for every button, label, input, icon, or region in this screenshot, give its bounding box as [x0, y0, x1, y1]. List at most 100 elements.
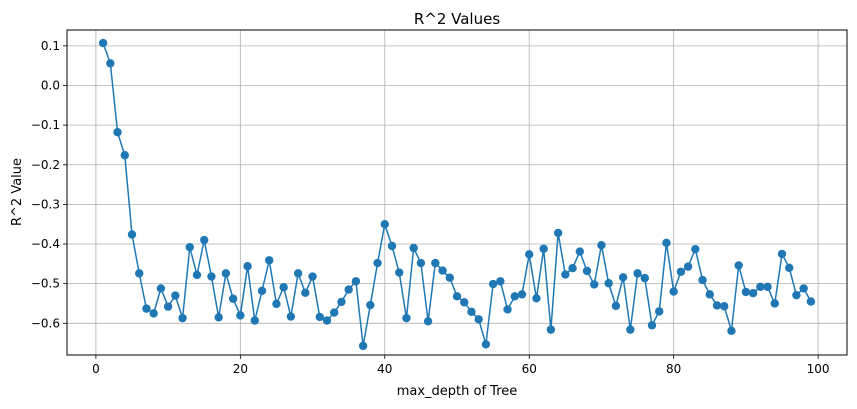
data-point — [633, 269, 642, 278]
data-point — [683, 262, 693, 271]
y-tick-label: −0.2 — [31, 158, 60, 172]
data-point — [337, 297, 346, 307]
data-point — [546, 325, 556, 334]
data-point — [330, 308, 339, 317]
data-point — [301, 288, 310, 297]
data-point — [308, 272, 317, 281]
data-point — [517, 290, 527, 299]
y-tick-label: −0.4 — [31, 237, 60, 251]
data-point — [344, 285, 353, 294]
data-point — [806, 297, 816, 306]
data-point — [120, 151, 129, 160]
data-point — [691, 244, 700, 254]
data-point — [568, 264, 577, 273]
data-point — [373, 258, 382, 268]
data-point — [113, 128, 122, 137]
data-point — [785, 263, 794, 272]
x-tick-label: 100 — [807, 362, 830, 376]
data-point — [409, 243, 418, 253]
data-point — [756, 282, 765, 292]
data-point — [293, 269, 303, 278]
data-point — [106, 59, 115, 68]
x-tick-label: 20 — [233, 362, 248, 376]
data-point — [553, 228, 563, 238]
data-point — [272, 299, 281, 309]
data-point — [799, 284, 808, 293]
y-tick-label: −0.6 — [31, 316, 60, 330]
data-point — [315, 312, 324, 322]
data-point — [438, 266, 447, 275]
data-point — [618, 273, 628, 282]
data-point — [496, 277, 505, 286]
data-point — [185, 243, 194, 252]
x-axis-label: max_depth of Tree — [397, 384, 518, 399]
data-point — [481, 340, 491, 349]
axis-ticks: 0 20 40 60 80 100 0.1 0.0 −0.1 −0.2 −0.3 −0.4 −0.5 −0… — [31, 39, 830, 376]
data-point — [200, 235, 209, 245]
data-point — [416, 258, 426, 268]
data-point — [669, 287, 678, 296]
data-point — [734, 261, 743, 270]
data-point — [395, 268, 404, 277]
data-point — [452, 292, 462, 301]
data-point — [510, 292, 519, 301]
data-point — [640, 273, 649, 283]
data-point — [178, 313, 187, 323]
data-point — [221, 269, 231, 278]
data-point — [127, 230, 137, 239]
data-point — [171, 291, 180, 300]
data-point — [431, 258, 440, 268]
data-point — [532, 294, 541, 303]
chart-title: R^2 Values — [414, 10, 500, 28]
data-point — [474, 315, 483, 324]
y-tick-label: 0.0 — [41, 78, 60, 92]
data-point — [467, 307, 476, 316]
series-line-r2 — [98, 38, 816, 351]
data-point — [626, 325, 635, 334]
data-point — [423, 317, 433, 326]
data-point — [380, 220, 389, 229]
data-point — [647, 321, 657, 330]
data-point — [257, 286, 267, 295]
data-point — [236, 311, 245, 320]
data-point — [525, 250, 534, 259]
x-tick-label: 80 — [666, 362, 681, 376]
data-point — [582, 266, 592, 276]
data-point — [142, 304, 151, 313]
data-point — [655, 307, 664, 316]
data-point — [228, 294, 238, 303]
data-point — [286, 312, 296, 321]
x-tick-label: 0 — [92, 362, 100, 376]
data-point — [705, 290, 714, 299]
data-point — [712, 301, 722, 310]
data-point — [265, 256, 274, 265]
data-point — [792, 290, 801, 300]
data-point — [366, 300, 375, 310]
data-point — [727, 326, 736, 336]
data-point — [748, 288, 758, 298]
y-tick-label: 0.1 — [41, 39, 60, 53]
data-point — [503, 305, 512, 314]
data-point — [279, 283, 288, 292]
data-point — [698, 275, 707, 285]
data-point — [387, 241, 397, 251]
data-point — [156, 284, 166, 293]
data-point — [561, 270, 570, 279]
y-tick-label: −0.5 — [31, 277, 60, 291]
data-point — [250, 316, 259, 325]
y-axis-label: R^2 Value — [10, 158, 25, 226]
data-point — [539, 244, 548, 253]
data-point — [207, 272, 216, 281]
data-point — [214, 313, 223, 322]
grid — [67, 30, 847, 355]
x-tick-label: 60 — [522, 362, 537, 376]
data-point — [243, 262, 252, 271]
data-point — [763, 282, 772, 292]
data-point — [163, 302, 173, 311]
plot-frame — [66, 29, 848, 356]
data-point — [98, 38, 108, 48]
data-point — [590, 280, 599, 289]
data-point — [351, 277, 361, 286]
y-tick-label: −0.3 — [31, 197, 60, 211]
